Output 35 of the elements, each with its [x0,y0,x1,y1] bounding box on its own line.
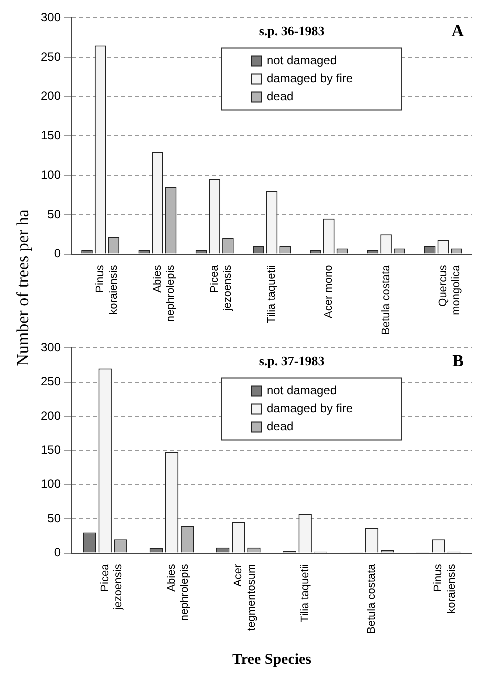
x-tick-label: Tilia taquetii [299,564,312,623]
x-tick-label: Quercus mongolica [437,264,463,316]
y-tick-label: 150 [40,128,62,143]
x-tick-label: Pinus koraiensis [432,564,458,614]
y-tick-label: 0 [54,246,62,261]
y-tick-label: 0 [54,546,62,560]
y-tick-label: 250 [40,374,62,389]
y-tick-label: 100 [40,168,62,182]
y-tick-label: 300 [40,10,62,25]
legend-label: not damaged [267,54,338,68]
legend-label: damaged by fire [267,402,354,416]
y-tick-label: 150 [40,443,62,458]
y-axis-title: Number of trees per ha [13,210,33,366]
annotation: A [452,22,465,41]
x-tick-label: Pinus koraiensis [94,264,120,315]
x-tick-label: Betula costata [366,563,378,634]
y-tick-label: 300 [40,340,62,355]
y-tick-label: 250 [40,50,62,64]
y-tick-label: 200 [40,408,62,423]
text: s.p. 36-1983 [259,24,326,39]
legend-label: not damaged [267,384,338,398]
y-tick-label: 50 [48,511,62,526]
legend-label: dead [267,90,294,104]
y-tick-label: 200 [40,89,62,104]
annotation: B [452,352,464,371]
y-tick-label: 100 [40,477,62,492]
x-tick-label: Tilia taquetii [266,265,278,324]
x-axis-title: Tree Species [232,652,312,668]
legend-label: dead [267,420,294,434]
y-tick-label: 50 [48,207,62,222]
chart-title: s.p. 37-1983 [259,354,326,369]
x-tick-label: Betula costata [380,264,392,336]
x-tick-label: Picea jezoensis [99,563,125,612]
legend-label: damaged by fire [267,72,354,86]
x-tick-label: Acer mono [323,265,336,318]
